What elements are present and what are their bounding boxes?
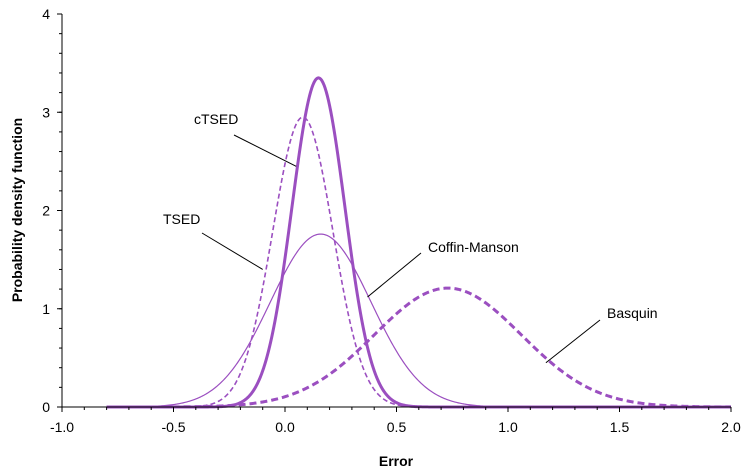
- y-tick-label: 3: [42, 104, 50, 120]
- y-tick-label: 4: [42, 6, 50, 22]
- x-tick-label: -1.0: [50, 419, 74, 435]
- annotation-label-tsed: TSED: [163, 211, 200, 227]
- series-line-basquin: [106, 286, 732, 409]
- y-tick-label: 2: [42, 203, 50, 219]
- annotation-label-coffin-manson: Coffin-Manson: [428, 239, 519, 255]
- curves-layer: [106, 76, 732, 409]
- x-tick-label: -0.5: [161, 419, 185, 435]
- x-tick-label: 0.5: [387, 419, 407, 435]
- series-line-ctsed: [106, 76, 732, 409]
- annotation-label-ctsed: cTSED: [194, 111, 238, 127]
- y-axis-title: Probability density function: [9, 118, 25, 302]
- axes-layer: -1.0 -0.5 0.0 0.5 1.0 1.5 2.0 0 1 2 3 4: [42, 6, 741, 435]
- annotation-leader-tsed: [201, 232, 263, 270]
- annotations-layer: cTSED TSED Coffin-Manson Basquin: [163, 111, 658, 364]
- annotation-leader-basquin: [545, 319, 601, 364]
- x-tick-label: 0.0: [275, 419, 295, 435]
- series-line-tsed: [106, 116, 731, 408]
- x-tick-label: 1.5: [610, 419, 630, 435]
- y-tick-label: 1: [42, 301, 50, 317]
- x-tick-label: 2.0: [721, 419, 741, 435]
- annotation-leader-ctsed: [233, 134, 297, 167]
- x-tick-label: 1.0: [498, 419, 518, 435]
- x-axis-title: Error: [379, 453, 414, 469]
- annotation-label-basquin: Basquin: [607, 305, 658, 321]
- annotation-leader-coffin-manson: [367, 252, 422, 298]
- y-tick-label: 0: [42, 399, 50, 415]
